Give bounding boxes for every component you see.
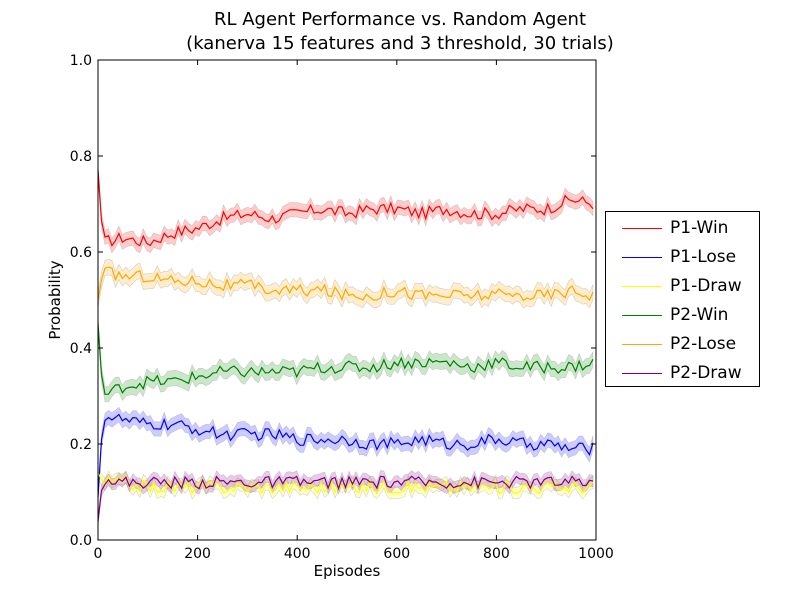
- x-tick-label: 0: [94, 546, 103, 562]
- y-axis-label: Probability: [46, 260, 64, 340]
- legend-line-swatch: [622, 344, 662, 345]
- legend-item: P2-Win: [618, 303, 758, 329]
- x-tick-label: 200: [184, 546, 211, 562]
- confidence-bands: [97, 163, 594, 527]
- legend-label: P2-Win: [670, 305, 729, 325]
- band-p1-lose: [97, 406, 594, 505]
- legend-line-swatch: [622, 228, 662, 229]
- legend-line-swatch: [622, 373, 662, 374]
- y-tick-label: 0.4: [70, 341, 92, 357]
- x-tick-label: 800: [483, 546, 510, 562]
- series-lines: [97, 170, 594, 521]
- legend-item: P1-Draw: [618, 274, 758, 300]
- y-tick-label: 1.0: [70, 53, 92, 69]
- y-tick-label: 0.2: [70, 437, 92, 453]
- legend-label: P1-Lose: [670, 247, 737, 267]
- legend-label: P2-Draw: [670, 363, 742, 383]
- plot-frame: [97, 59, 597, 541]
- band-p2-lose: [97, 259, 594, 309]
- y-tick-label: 0.0: [70, 533, 92, 549]
- legend-label: P1-Win: [670, 218, 729, 238]
- legend-line-swatch: [622, 286, 662, 287]
- x-tick-label: 400: [284, 546, 311, 562]
- legend-item: P1-Lose: [618, 245, 758, 271]
- legend-line-swatch: [622, 315, 662, 316]
- y-axis: 0.0 0.2 0.4 0.6 0.8 1.0: [70, 53, 596, 549]
- legend: P1-Win P1-Lose P1-Draw P2-Win P2-Lose P2-Draw: [605, 211, 760, 387]
- series-line-p1-lose: [97, 413, 594, 497]
- x-tick-label: 600: [383, 546, 410, 562]
- y-tick-label: 0.6: [70, 245, 92, 261]
- legend-item: P2-Draw: [618, 361, 758, 387]
- legend-item: P1-Win: [618, 216, 758, 242]
- x-axis: 0 200 400 600 800 1000: [94, 60, 614, 562]
- x-tick-label: 1000: [578, 546, 614, 562]
- chart-title: RL Agent Performance vs. Random Agent: [213, 9, 587, 30]
- chart-subtitle: (kanerva 15 features and 3 threshold, 30…: [186, 33, 614, 54]
- legend-line-swatch: [622, 257, 662, 258]
- band-p2-win: [97, 316, 594, 403]
- legend-label: P1-Draw: [670, 276, 742, 296]
- legend-item: P2-Lose: [618, 332, 758, 358]
- legend-label: P2-Lose: [670, 334, 737, 354]
- x-axis-label: Episodes: [313, 562, 381, 580]
- series-line-p2-lose: [97, 266, 594, 302]
- series-line-p2-win: [97, 323, 594, 395]
- y-tick-label: 0.8: [70, 149, 92, 165]
- series-line-p2-draw: [97, 475, 594, 521]
- series-line-p1-win: [97, 170, 594, 247]
- band-p1-draw: [97, 466, 594, 500]
